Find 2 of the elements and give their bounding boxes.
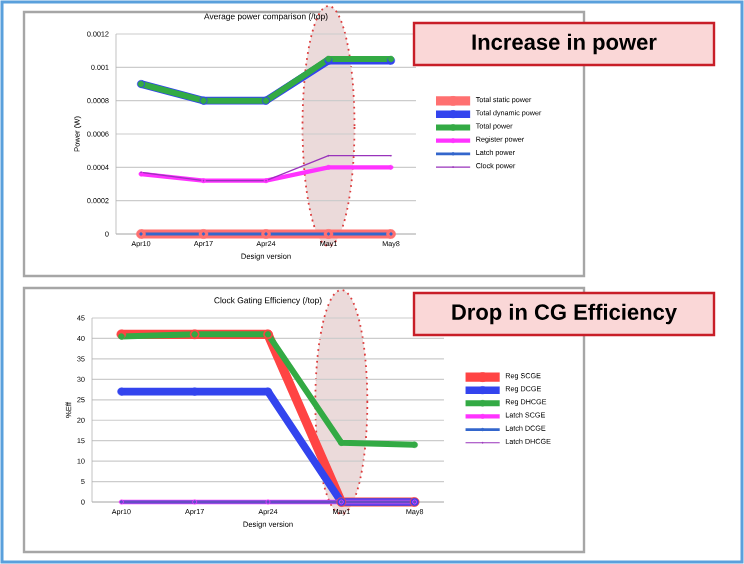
text: Drop in CG Efficiency bbox=[452, 303, 677, 325]
text: Increase in power bbox=[472, 33, 657, 55]
